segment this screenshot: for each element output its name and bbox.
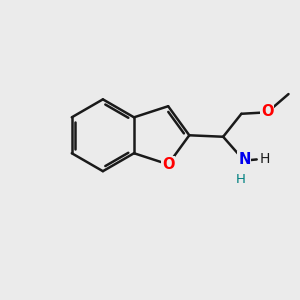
Text: H: H bbox=[260, 152, 270, 167]
Text: H: H bbox=[236, 172, 246, 186]
Text: O: O bbox=[162, 157, 174, 172]
Text: O: O bbox=[261, 104, 274, 119]
Text: N: N bbox=[238, 152, 250, 167]
